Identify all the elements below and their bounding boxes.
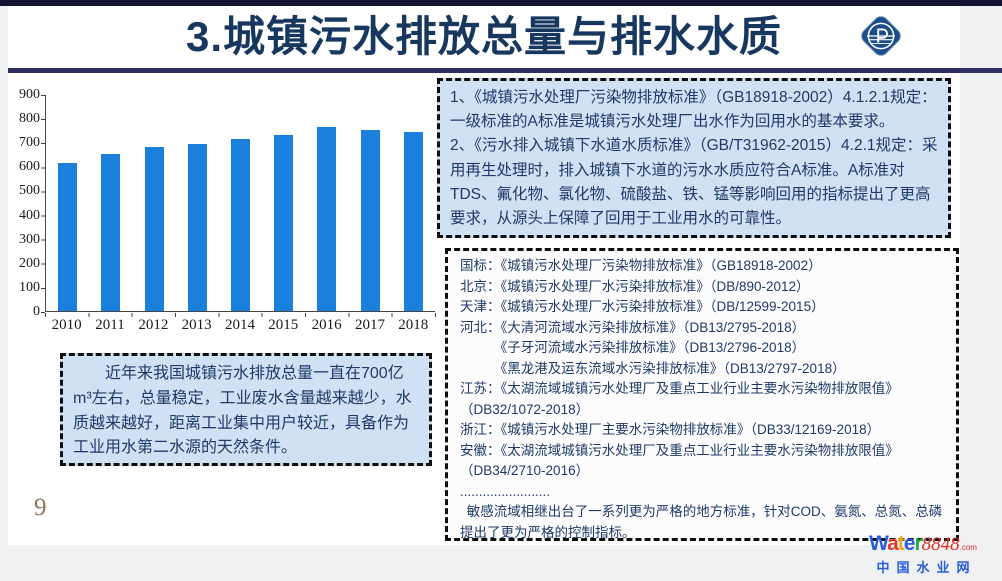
watermark: Water 8848 .com 中国水业网	[848, 532, 998, 576]
watermark-letter: t	[897, 532, 905, 555]
bar-slot	[349, 95, 392, 311]
standard-line: 北京：《城镇污水处理厂水污染排放标准》（DB/890-2012）	[460, 278, 810, 294]
national-standards-note-box: 1、《城镇污水处理厂污染物排放标准》（GB18918-2002）4.1.2.1规…	[437, 78, 951, 238]
watermark-domain-suffix: .com	[959, 543, 977, 552]
x-axis-tick-label: 2018	[398, 317, 429, 333]
bar-chart: 900 800 700 600 500 400 300 200 100 0 2010 2011 201…	[18, 87, 438, 338]
watermark-letter: e	[903, 532, 916, 555]
standard-line: 天津：《城镇污水处理厂水污染排放标准》（DB/12599-2015）	[460, 299, 825, 315]
x-axis-tick-label: 2017	[354, 317, 385, 333]
note-paragraph: 1、《城镇污水处理厂污染物排放标准》（GB18918-2002）4.1.2.1规…	[450, 89, 937, 131]
bar-slot	[89, 95, 132, 311]
x-axis-tick-label: 2014	[224, 317, 255, 333]
chart-x-axis-ticks	[45, 313, 436, 317]
standard-line: 敏感流域相继出台了一系列更为严格的地方标准，针对COD、氨氮、总氮、总磷提出了更…	[460, 504, 943, 540]
chart-x-axis-labels: 2010 2011 2012 2013 2014 2015 2016 2017 2018	[45, 317, 435, 334]
bar-slot	[132, 95, 175, 311]
chart-y-axis-ticks	[41, 95, 45, 313]
standard-line: 《子牙河流域水污染排放标准》（DB13/2796-2018）	[460, 340, 806, 356]
y-axis-tick-label: 200	[19, 255, 40, 271]
standard-line: 安徽：《太湖流域城镇污水处理厂及重点工业行业主要水污染物排放限值》（DB34/2…	[460, 442, 899, 479]
standard-line: 江苏：《太湖流域城镇污水处理厂及重点工业行业主要水污染物排放限值》（DB32/1…	[460, 381, 899, 417]
y-axis-tick-label: 0	[33, 304, 40, 319]
watermark-number: 8848	[921, 534, 960, 555]
watermark-brand-line: Water 8848 .com	[848, 532, 998, 556]
x-axis-tick-label: 2010	[51, 317, 82, 333]
y-axis-tick-label: 900	[19, 87, 40, 102]
bar	[187, 144, 207, 311]
watermark-letter: r	[914, 532, 922, 555]
x-axis-tick-label: 2016	[311, 317, 342, 333]
bar-slot	[176, 95, 219, 311]
bar	[360, 129, 380, 311]
bar	[101, 153, 121, 311]
y-axis-tick-label: 400	[19, 207, 40, 223]
bar	[274, 134, 294, 311]
x-axis-tick-label: 2013	[181, 317, 212, 333]
bar-slot	[46, 95, 89, 311]
institute-logo-icon	[853, 8, 909, 64]
bar	[144, 146, 164, 311]
standard-line: 浙江：《城镇污水处理厂主要水污染物排放标准》（DB33/12169-2018）	[460, 422, 881, 438]
summary-text-box: 近年来我国城镇污水排放总量一直在700亿m³左右，总量稳定，工业废水含量越来越少…	[60, 353, 432, 466]
x-axis-tick-label: 2015	[268, 317, 299, 333]
page-number: 9	[34, 494, 47, 521]
bar	[58, 163, 78, 311]
y-axis-tick-label: 300	[19, 231, 40, 247]
x-axis-tick-label: 2012	[138, 317, 169, 333]
bar-slot	[392, 95, 435, 311]
summary-paragraph: 近年来我国城镇污水排放总量一直在700亿m³左右，总量稳定，工业废水含量越来越少…	[73, 365, 412, 457]
chart-plot	[45, 95, 435, 312]
page-title: 3.城镇污水排放总量与排水水质	[185, 13, 783, 60]
watermark-brand: Water	[869, 532, 923, 556]
standard-line: ........................	[460, 483, 551, 499]
y-axis-tick-label: 800	[19, 111, 40, 127]
bar	[317, 127, 337, 311]
bar-slot	[262, 95, 305, 311]
y-axis-tick-label: 700	[19, 135, 40, 151]
top-border-bar	[0, 0, 1002, 6]
regional-standards-list-box: 国标：《城镇污水处理厂污染物排放标准》（GB18918-2002） 北京：《城镇污…	[445, 248, 959, 541]
y-axis-tick-label: 100	[19, 279, 40, 295]
bar-slot	[219, 95, 262, 311]
bar	[230, 139, 250, 311]
watermark-cn-name: 中国水业网	[876, 560, 977, 575]
note-paragraph: 2、《污水排入城镇下水道水质标准》（GB/T31962-2015）4.2.1规定…	[450, 137, 938, 227]
y-axis-tick-label: 500	[19, 183, 40, 199]
standard-line: 河北：《大清河流域水污染排放标准》（DB13/2795-2018）	[460, 319, 806, 335]
chart-y-axis-labels: 900 800 700 600 500 400 300 200 100 0	[18, 87, 40, 319]
standard-line: 《黑龙港及运东流域水污染排放标准》（DB13/2797-2018）	[460, 360, 846, 376]
y-axis-tick-label: 600	[19, 159, 40, 175]
watermark-letter: W	[869, 532, 888, 555]
standard-line: 国标：《城镇污水处理厂污染物排放标准》（GB18918-2002）	[460, 258, 822, 273]
watermark-letter: a	[887, 532, 899, 555]
x-axis-tick-label: 2011	[95, 317, 125, 333]
bar	[403, 132, 423, 311]
header-divider	[8, 68, 1002, 73]
bar-slot	[305, 95, 348, 311]
